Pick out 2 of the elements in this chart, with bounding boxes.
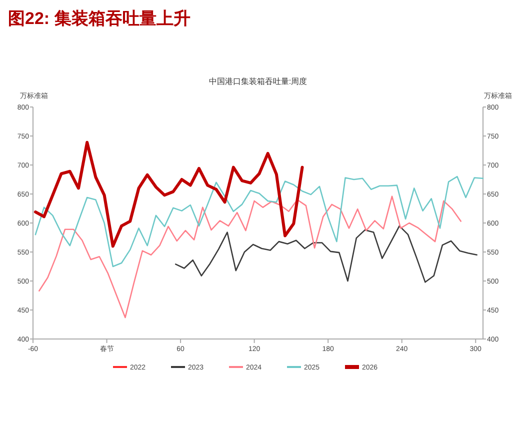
chart-title: 图22: 集装箱吞吐量上升 <box>8 9 190 28</box>
chart-subtitle: 中国港口集装箱吞吐量:周度 <box>208 77 308 86</box>
